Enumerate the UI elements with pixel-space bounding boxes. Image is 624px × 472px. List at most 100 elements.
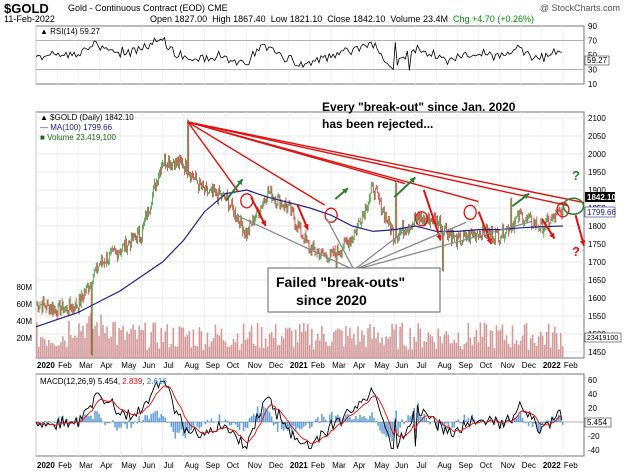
macd-histogram-bar	[311, 422, 313, 427]
volume-bar	[509, 347, 512, 358]
callout-line	[353, 225, 412, 271]
macd-histogram-bar	[272, 422, 275, 426]
macd-histogram-bar	[266, 410, 269, 422]
macd-histogram-bar	[399, 422, 401, 428]
macd-tick-label: 20	[588, 404, 597, 413]
volume-bar	[477, 342, 480, 358]
volume-bar	[523, 324, 526, 358]
volume-bar	[46, 345, 48, 358]
ma-value-text: 1799.66	[587, 208, 616, 217]
month-tick-label: Aug	[437, 461, 451, 470]
macd-histogram-bar	[419, 415, 421, 422]
volume-bar	[248, 331, 251, 358]
volume-bar	[38, 346, 40, 358]
macd-histogram-bar	[146, 415, 149, 422]
price-tick-label: 1800	[588, 222, 606, 231]
volume-bar	[323, 334, 325, 358]
volume-bar	[351, 338, 353, 358]
resistance-line	[187, 121, 326, 206]
month-tick-label: Dec	[522, 361, 536, 370]
current-breakout-circle	[562, 197, 585, 215]
price-tick-label: 2000	[588, 150, 606, 159]
macd-histogram-bar	[296, 422, 299, 428]
macd-histogram-bar	[373, 417, 375, 422]
volume-bar	[164, 331, 167, 358]
macd-histogram-bar	[409, 416, 411, 422]
macd-histogram-bar	[363, 415, 365, 422]
macd-histogram-bar	[252, 413, 255, 422]
macd-histogram-bar	[226, 420, 229, 422]
volume-bar	[465, 342, 468, 358]
volume-bar	[36, 322, 38, 358]
volume-bar	[258, 347, 261, 358]
macd-histogram-bar	[260, 413, 263, 422]
macd-histogram-bar	[86, 415, 88, 422]
macd-histogram-bar	[353, 419, 355, 422]
volume-bar	[547, 323, 550, 358]
volume-bar	[298, 323, 301, 358]
volume-bar	[411, 349, 413, 358]
macd-histogram-bar	[58, 416, 60, 422]
month-tick-label: Dec	[269, 361, 283, 370]
macd-histogram-bar	[397, 422, 399, 436]
volume-bar	[313, 349, 315, 358]
macd-histogram-bar	[72, 421, 74, 422]
volume-bar	[202, 349, 205, 358]
volume-bar	[142, 330, 144, 358]
volume-bar	[232, 338, 235, 358]
macd-histogram-bar	[365, 418, 367, 422]
volume-bar	[110, 336, 112, 358]
volume-bar	[294, 329, 297, 358]
volume-bar	[489, 330, 492, 358]
volume-bar	[501, 324, 504, 358]
volume-bar	[58, 345, 60, 358]
macd-histogram-bar	[559, 415, 562, 422]
volume-bar	[405, 346, 407, 358]
macd-histogram-bar	[278, 421, 281, 422]
macd-histogram-bar	[333, 421, 335, 422]
volume-bar	[60, 342, 62, 358]
volume-bar	[130, 328, 132, 358]
macd-histogram-bar	[361, 417, 363, 422]
volume-bar	[331, 341, 333, 358]
volume-bar	[449, 343, 452, 358]
macd-histogram-bar	[126, 422, 128, 429]
macd-histogram-bar	[248, 417, 251, 422]
macd-histogram-bar	[377, 422, 379, 426]
macd-histogram-bar	[96, 411, 98, 422]
volume-bar	[224, 341, 227, 358]
month-tick-label: Nov	[501, 461, 515, 470]
macd-value-tag	[584, 417, 612, 428]
macd-histogram-bar	[306, 422, 309, 423]
month-tick-label: Jul	[416, 461, 426, 470]
volume-bar	[541, 335, 544, 358]
volume-bar	[132, 324, 134, 358]
volume-bar	[200, 331, 203, 358]
volume-bar	[290, 330, 293, 358]
quote-date: 11-Feb-2022	[4, 14, 55, 24]
macd-histogram-bar	[371, 412, 373, 422]
macd-histogram-bar	[250, 416, 253, 422]
volume-bar	[469, 337, 472, 358]
volume-bar	[371, 338, 373, 358]
macd-histogram-bar	[262, 406, 265, 422]
month-tick-label: Jun	[142, 461, 155, 470]
macd-histogram-bar	[106, 422, 108, 424]
volume-bar	[419, 328, 421, 358]
macd-histogram-bar	[451, 422, 454, 429]
macd-histogram-bar	[525, 422, 528, 423]
volume-bar	[66, 347, 68, 358]
volume-bar	[296, 342, 299, 358]
macd-histogram-bar	[479, 419, 482, 422]
volume-bar	[377, 332, 379, 358]
macd-histogram-bar	[531, 422, 534, 427]
volume-bar	[104, 333, 106, 358]
volume-bar	[174, 346, 177, 358]
month-tick-label: 2021	[290, 461, 308, 470]
macd-histogram-bar	[46, 422, 48, 424]
macd-histogram-bar	[286, 422, 289, 431]
macd-histogram-bar	[84, 414, 86, 422]
macd-histogram-bar	[234, 422, 237, 425]
volume-bar	[439, 336, 442, 358]
volume-bar	[327, 345, 329, 358]
